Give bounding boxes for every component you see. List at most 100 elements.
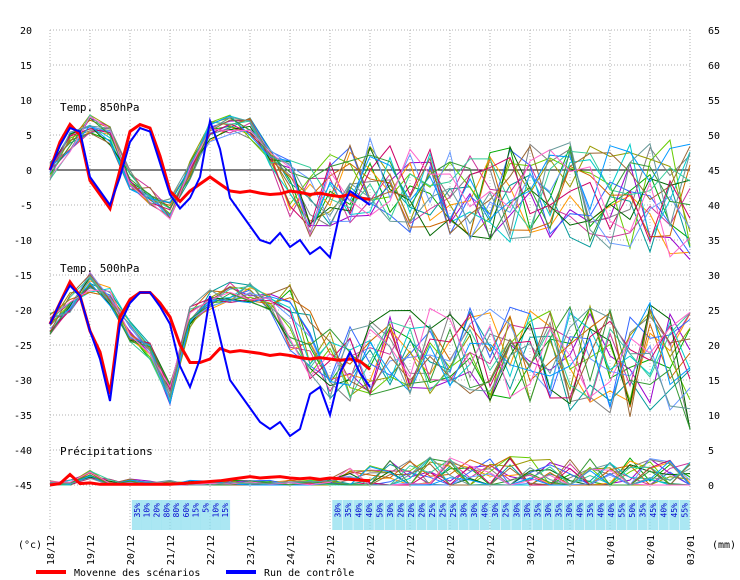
prob-label: 30% [460, 503, 469, 518]
y-left-tick-label: -10 [14, 236, 32, 247]
mean-line-precip [49, 472, 371, 487]
y-right-tick-label: 35 [708, 236, 720, 247]
y-left-tick-label: -25 [14, 341, 32, 352]
prob-cell [637, 500, 648, 530]
prob-cell [521, 500, 532, 530]
ensemble-member-line [49, 117, 691, 243]
prob-cell [131, 500, 142, 530]
prob-cell [405, 500, 416, 530]
prob-label: 40% [365, 503, 374, 518]
control-line-t500 [49, 283, 371, 438]
y-left-tick-label: -45 [14, 481, 32, 492]
prob-cell [171, 500, 182, 530]
y-right-tick-label: 65 [708, 26, 720, 37]
x-tick-label: 28/12 [446, 535, 457, 565]
prob-label: 10% [143, 503, 152, 518]
prob-cell [180, 500, 191, 530]
control-line-t850 [49, 117, 371, 260]
prob-cell [448, 500, 459, 530]
x-tick-label: 22/12 [206, 535, 217, 565]
y-left-tick-label: 20 [20, 26, 32, 37]
prob-cell [563, 500, 574, 530]
x-tick-label: 27/12 [406, 535, 417, 565]
prob-label: 50% [628, 503, 637, 518]
x-tick-label: 20/12 [126, 535, 137, 565]
main-series [48, 117, 371, 487]
mean-line-t850 [48, 122, 371, 212]
prob-label: 45% [670, 503, 679, 518]
prob-label: 30% [333, 503, 342, 518]
y-right-tick-label: 40 [708, 201, 720, 212]
ensemble-member-line [49, 126, 691, 248]
prob-label: 55% [681, 503, 690, 518]
prob-label: 35% [533, 503, 542, 518]
x-tick-label: 19/12 [86, 535, 97, 565]
prob-cell [151, 500, 162, 530]
prob-cell [616, 500, 627, 530]
y-right-tick-label: 5 [708, 446, 714, 457]
x-tick-label: 18/12 [46, 535, 57, 565]
prob-label: 25% [428, 503, 437, 518]
y-left-tick-label: -30 [14, 376, 32, 387]
y-left-tick-label: -15 [14, 271, 32, 282]
prob-label: 80% [172, 503, 181, 518]
prob-label: 30% [523, 503, 532, 518]
right-axis-unit: (mm) [712, 540, 736, 551]
prob-label: 20% [396, 503, 405, 518]
y-right-tick-label: 45 [708, 166, 720, 177]
prob-cell [363, 500, 374, 530]
x-tick-label: 24/12 [286, 535, 297, 565]
prob-cell [458, 500, 469, 530]
prob-label: 50% [375, 503, 384, 518]
prob-cell [384, 500, 395, 530]
prob-label: 15% [192, 503, 201, 518]
prob-label: 35% [639, 503, 648, 518]
prob-label: 15% [221, 503, 230, 518]
panel-label-t500: Temp. 500hPa [60, 262, 139, 275]
ensemble-member-line [49, 115, 691, 236]
ensemble-member-line [49, 273, 691, 417]
y-left-tick-label: 15 [20, 61, 32, 72]
prob-label: 5% [202, 503, 211, 513]
prob-cell [374, 500, 385, 530]
prob-cell [553, 500, 564, 530]
prob-label: 35% [554, 503, 563, 518]
prob-label: 40% [597, 503, 606, 518]
y-left-tick-label: 5 [26, 131, 32, 142]
legend: Moyenne des scénarios Run de contrôle [36, 567, 354, 579]
prob-cell [648, 500, 659, 530]
grid [49, 29, 691, 530]
ensemble-member-line [49, 277, 691, 410]
prob-label: 30% [386, 503, 395, 518]
left-axis-unit: (°c) [18, 540, 42, 551]
legend-control-label: Run de contrôle [264, 567, 354, 576]
prob-cell [658, 500, 669, 530]
prob-label: 40% [575, 503, 584, 518]
prob-cell [532, 500, 543, 530]
y-right-tick-label: 20 [708, 341, 720, 352]
y-left-tick-label: -40 [14, 446, 32, 457]
x-tick-label: 29/12 [486, 535, 497, 565]
x-tick-label: 03/01 [686, 535, 697, 565]
prob-cell [200, 500, 211, 530]
mean-line-t500 [48, 279, 371, 395]
ensemble-member-line [49, 115, 691, 258]
x-tick-label: 26/12 [366, 535, 377, 565]
prob-label: 40% [354, 503, 363, 518]
prob-label: 40% [660, 503, 669, 518]
prob-cell [584, 500, 595, 530]
x-tick-label: 25/12 [326, 535, 337, 565]
prob-cell [220, 500, 231, 530]
prob-label: 25% [449, 503, 458, 518]
prob-cell [500, 500, 511, 530]
prob-label: 45% [649, 503, 658, 518]
y-right-tick-label: 30 [708, 271, 720, 282]
prob-cell [479, 500, 490, 530]
legend-mean-label: Moyenne des scénarios [74, 567, 200, 576]
x-tick-label: 30/12 [526, 535, 537, 565]
prob-cell [332, 500, 343, 530]
prob-cell [395, 500, 406, 530]
